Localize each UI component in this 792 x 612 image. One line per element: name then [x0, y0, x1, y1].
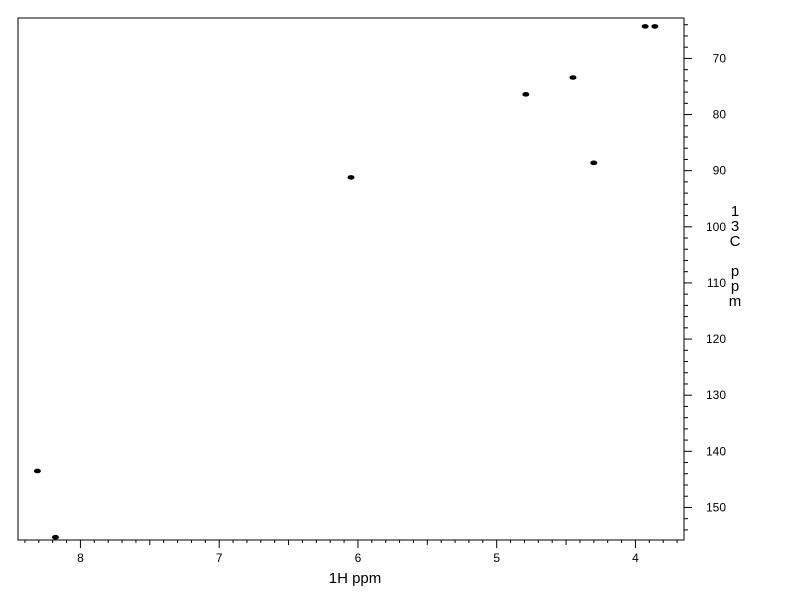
x-axis-title: 1H ppm [329, 570, 382, 587]
y-axis-title-char: m [729, 293, 742, 310]
x-tick-label: 8 [77, 551, 84, 565]
cross-peak [522, 92, 530, 97]
y-tick-label: 90 [713, 164, 727, 178]
y-tick-label: 130 [706, 388, 726, 402]
y-axis-title-char: p [731, 263, 739, 280]
y-tick-label: 140 [706, 444, 726, 458]
y-axis-title-char: p [731, 278, 739, 295]
cross-peak [590, 160, 598, 166]
y-axis-title-char: 1 [731, 203, 739, 220]
y-tick-label: 120 [706, 332, 726, 346]
y-tick-label: 110 [707, 276, 726, 290]
y-tick-label: 80 [713, 108, 727, 122]
cross-peak [651, 24, 659, 29]
plot-frame [17, 17, 685, 541]
x-tick-label: 5 [493, 551, 500, 565]
x-tick-label: 4 [632, 551, 639, 565]
cross-peak [347, 175, 355, 180]
y-axis-title-char: C [730, 233, 741, 250]
x-tick-label: 7 [216, 551, 223, 565]
data-points [33, 24, 659, 540]
x-axis: 8 7 6 5 4 [24, 540, 678, 565]
x-tick-label: 6 [355, 551, 362, 565]
y-tick-label: 150 [706, 500, 726, 514]
cross-peak [33, 468, 41, 474]
y-tick-label: 70 [713, 51, 727, 65]
y-axis-title-char: 3 [731, 218, 739, 235]
y-tick-label: 100 [706, 220, 726, 234]
cross-peak [51, 534, 59, 540]
y-axis: 70 80 90 100 110 120 130 140 150 [684, 24, 727, 531]
cross-peak [569, 75, 577, 80]
cross-peak [641, 24, 649, 29]
